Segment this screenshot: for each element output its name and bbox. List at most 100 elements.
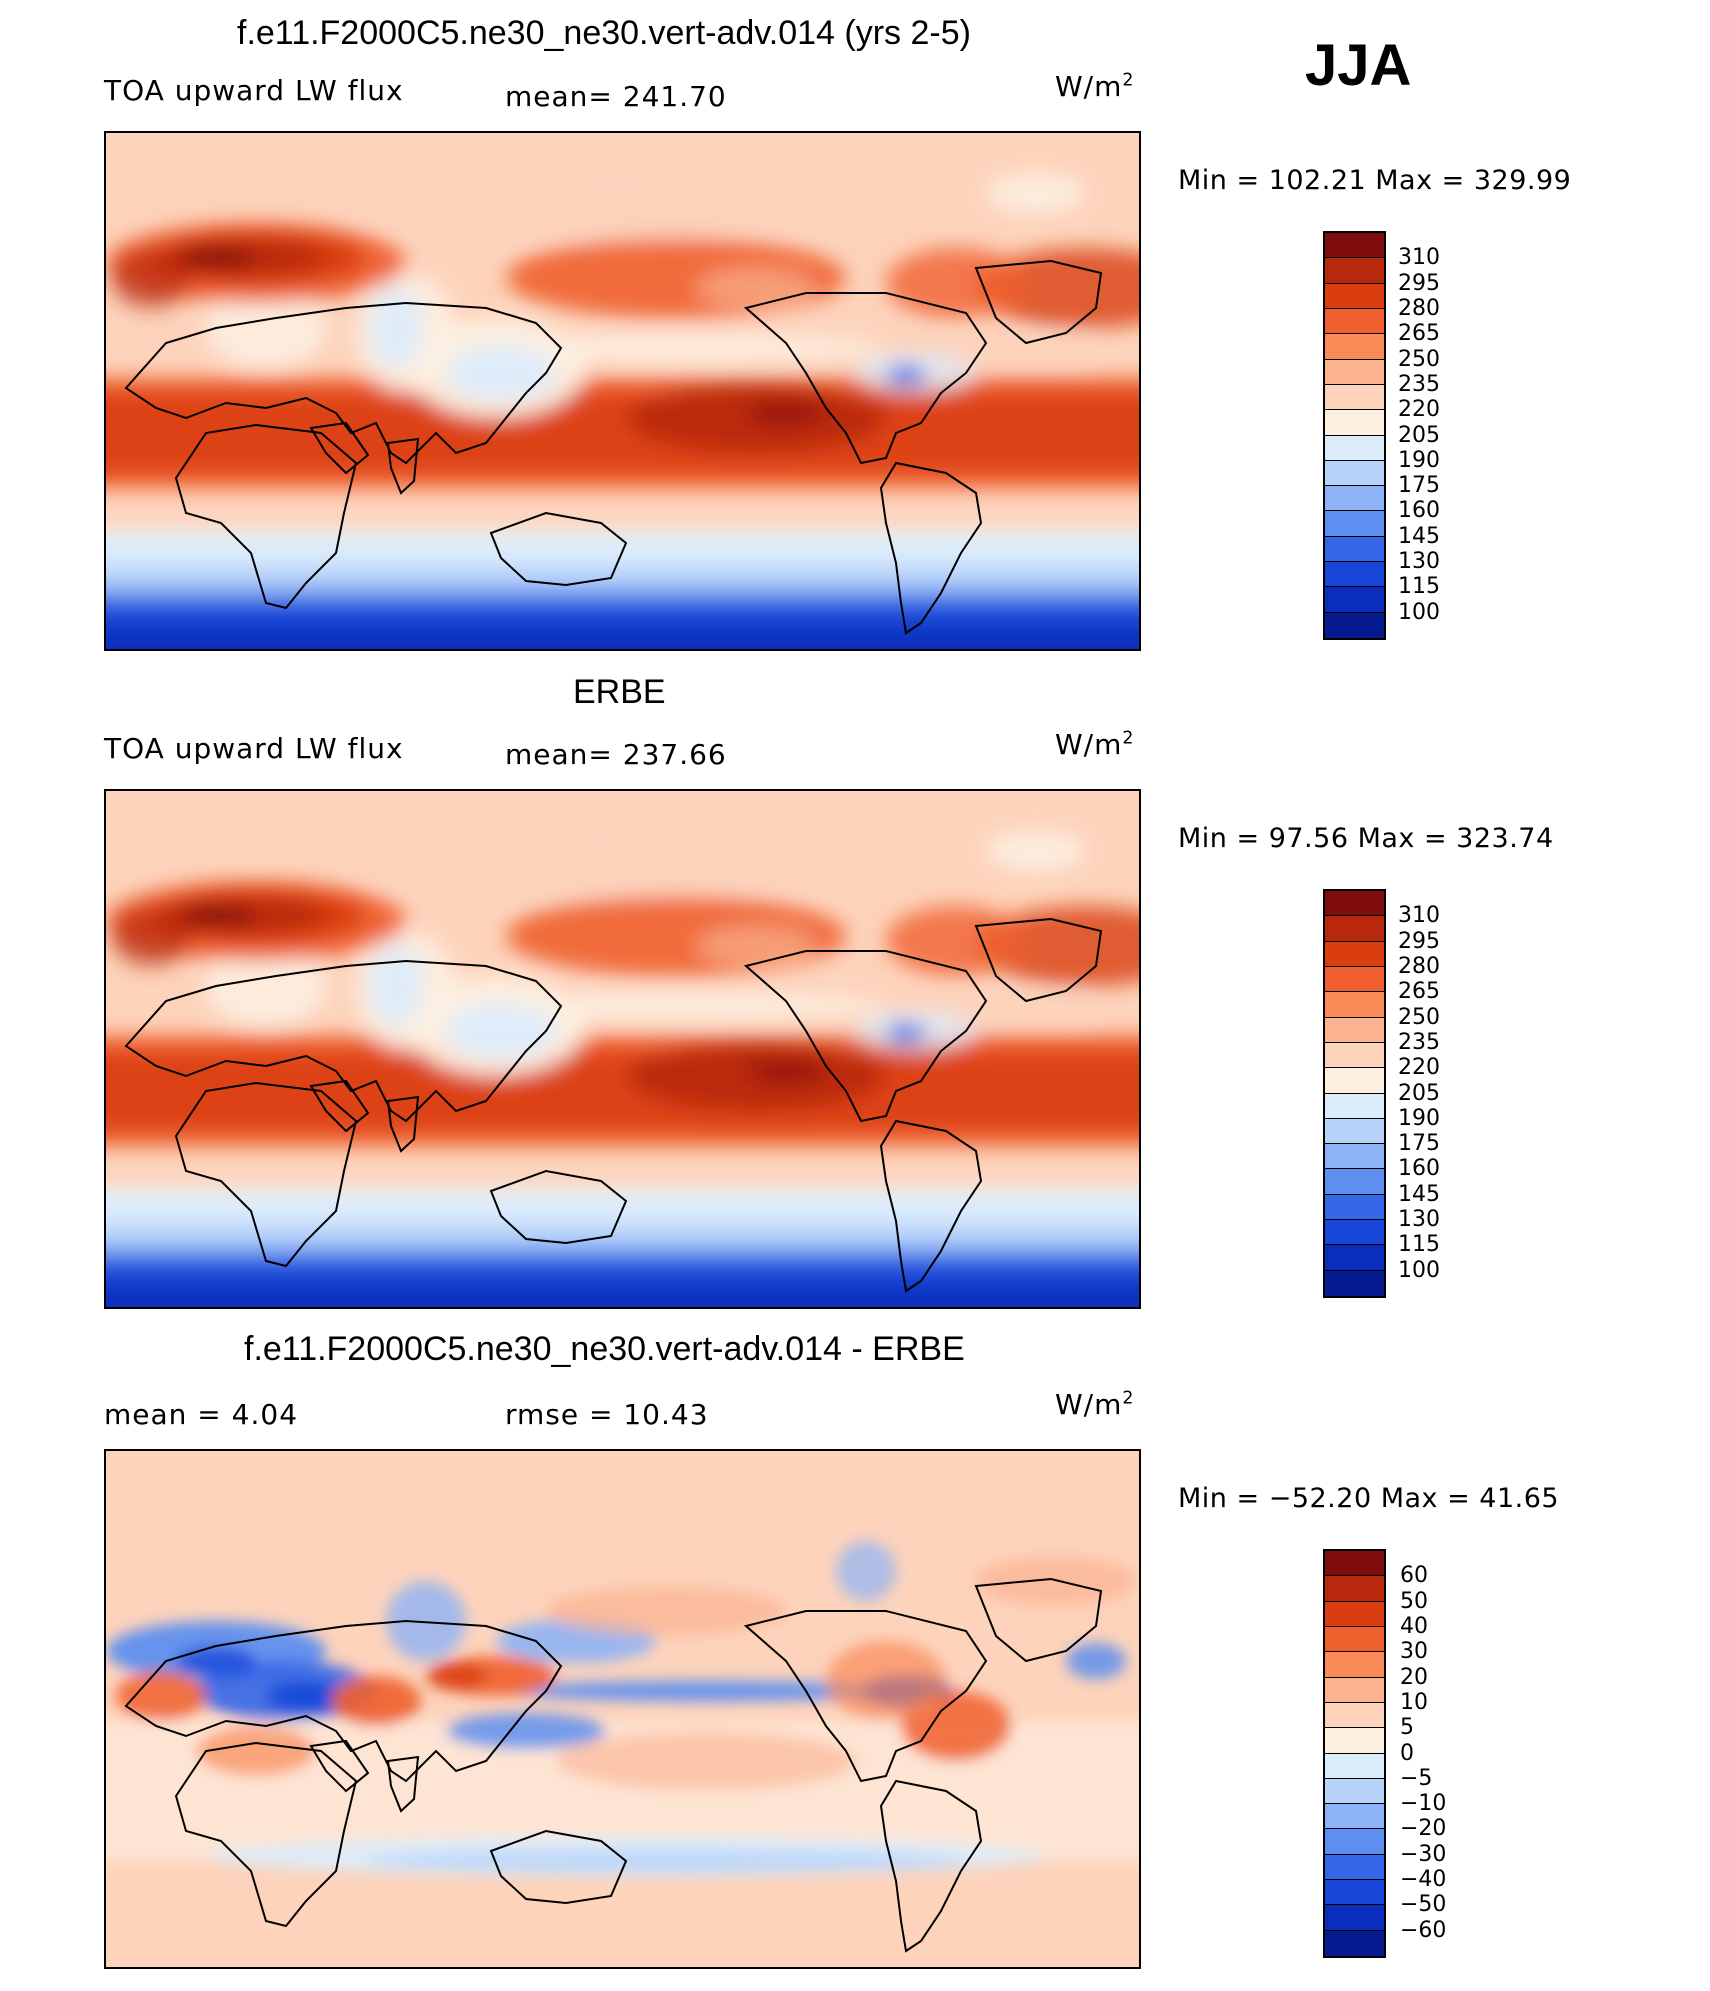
colorbar-swatch — [1325, 1220, 1384, 1246]
colorbar-swatch — [1325, 1068, 1384, 1094]
panel2-mean-label: mean= 237.66 — [505, 738, 727, 771]
colorbar-swatch — [1325, 410, 1384, 436]
colorbar-swatch — [1325, 1194, 1384, 1221]
colorbar-swatch — [1325, 511, 1384, 537]
colorbar-swatch — [1325, 1270, 1384, 1296]
panel2-unit-label: W/m2 — [1055, 728, 1135, 761]
colorbar-tick-label: 160 — [1398, 1156, 1440, 1182]
colorbar-tick-label: 50 — [1400, 1588, 1428, 1614]
panel1-title: f.e11.F2000C5.ne30_ne30.vert-adv.014 (yr… — [237, 14, 971, 52]
colorbar-swatch — [1325, 1245, 1384, 1271]
colorbar-swatch — [1325, 1093, 1384, 1119]
panel3-mean-label: mean = 4.04 — [104, 1398, 299, 1431]
colorbar-swatch — [1325, 435, 1384, 461]
colorbar-tick-label: 250 — [1398, 1004, 1440, 1030]
panel3-unit-label: W/m2 — [1055, 1388, 1135, 1421]
colorbar-tick-label: 235 — [1398, 1029, 1440, 1055]
colorbar-tick-label: 30 — [1400, 1639, 1428, 1665]
colorbar-swatch — [1325, 1042, 1384, 1069]
colorbar-swatch — [1325, 1702, 1384, 1729]
panel1-variable-label: TOA upward LW flux — [104, 74, 404, 107]
colorbar-swatch — [1325, 1905, 1384, 1931]
colorbar-swatch — [1325, 1169, 1384, 1195]
colorbar-swatch — [1325, 966, 1384, 993]
colorbar-tick-label: −30 — [1400, 1841, 1447, 1867]
colorbar-swatch — [1325, 992, 1384, 1018]
colorbar-tick-label: 175 — [1398, 1131, 1440, 1157]
colorbar-tick-label: −50 — [1400, 1892, 1447, 1918]
colorbar-swatch — [1325, 486, 1384, 512]
colorbar-tick-label: 130 — [1398, 1207, 1440, 1233]
colorbar-tick-label: 100 — [1398, 599, 1440, 625]
colorbar-tick-label: 280 — [1398, 953, 1440, 979]
colorbar-swatch — [1325, 891, 1384, 917]
colorbar-swatch — [1325, 916, 1384, 942]
colorbar-tick-label: −20 — [1400, 1816, 1447, 1842]
panel1-map — [104, 131, 1141, 651]
colorbar-swatch — [1325, 1144, 1384, 1170]
colorbar-tick-label: 190 — [1398, 447, 1440, 473]
colorbar-tick-label: 310 — [1398, 903, 1440, 929]
panel2-variable-label: TOA upward LW flux — [104, 732, 404, 765]
colorbar-tick-label: 5 — [1400, 1715, 1414, 1741]
colorbar-tick-label: 40 — [1400, 1613, 1428, 1639]
colorbar-tick-label: 250 — [1398, 346, 1440, 372]
colorbar-swatch — [1325, 612, 1384, 638]
colorbar-tick-label: −10 — [1400, 1791, 1447, 1817]
colorbar-tick-label: 235 — [1398, 371, 1440, 397]
colorbar-swatch — [1325, 562, 1384, 588]
colorbar-tick-label: 145 — [1398, 523, 1440, 549]
panel2-colorbar — [1323, 889, 1386, 1298]
colorbar-tick-label: 280 — [1398, 295, 1440, 321]
colorbar-swatch — [1325, 536, 1384, 563]
colorbar-swatch — [1325, 1930, 1384, 1956]
colorbar-swatch — [1325, 1854, 1384, 1881]
colorbar-tick-label: 295 — [1398, 270, 1440, 296]
colorbar-swatch — [1325, 1017, 1384, 1043]
panel1-unit-label: W/m2 — [1055, 70, 1135, 103]
colorbar-swatch — [1325, 308, 1384, 335]
colorbar-swatch — [1325, 233, 1384, 259]
colorbar-swatch — [1325, 334, 1384, 360]
colorbar-swatch — [1325, 1728, 1384, 1754]
colorbar-swatch — [1325, 1778, 1384, 1805]
colorbar-swatch — [1325, 1880, 1384, 1906]
panel3-minmax: Min = −52.20 Max = 41.65 — [1178, 1483, 1560, 1514]
colorbar-tick-label: 0 — [1400, 1740, 1414, 1766]
colorbar-tick-label: 205 — [1398, 422, 1440, 448]
colorbar-swatch — [1325, 587, 1384, 613]
season-label: JJA — [1305, 33, 1412, 98]
colorbar-tick-label: 265 — [1398, 321, 1440, 347]
panel1-colorbar — [1323, 231, 1386, 640]
colorbar-tick-label: 220 — [1398, 1055, 1440, 1081]
panel3-colorbar — [1323, 1549, 1386, 1958]
panel2-map — [104, 789, 1141, 1309]
colorbar-swatch — [1325, 258, 1384, 284]
colorbar-tick-label: −5 — [1400, 1765, 1433, 1791]
colorbar-tick-label: 60 — [1400, 1563, 1428, 1589]
colorbar-tick-label: 20 — [1400, 1664, 1428, 1690]
colorbar-swatch — [1325, 1652, 1384, 1678]
colorbar-swatch — [1325, 359, 1384, 385]
colorbar-tick-label: 130 — [1398, 549, 1440, 575]
colorbar-swatch — [1325, 384, 1384, 411]
colorbar-swatch — [1325, 1551, 1384, 1577]
colorbar-tick-label: 265 — [1398, 979, 1440, 1005]
colorbar-tick-label: 310 — [1398, 245, 1440, 271]
colorbar-swatch — [1325, 1804, 1384, 1830]
colorbar-tick-label: 190 — [1398, 1105, 1440, 1131]
colorbar-swatch — [1325, 1118, 1384, 1145]
colorbar-swatch — [1325, 460, 1384, 487]
panel3-map — [104, 1449, 1141, 1969]
colorbar-swatch — [1325, 1601, 1384, 1627]
colorbar-swatch — [1325, 941, 1384, 967]
colorbar-tick-label: −60 — [1400, 1917, 1447, 1943]
colorbar-tick-label: 115 — [1398, 1232, 1440, 1258]
colorbar-tick-label: 160 — [1398, 498, 1440, 524]
colorbar-tick-label: 145 — [1398, 1181, 1440, 1207]
colorbar-tick-label: 205 — [1398, 1080, 1440, 1106]
panel3-title: f.e11.F2000C5.ne30_ne30.vert-adv.014 - E… — [244, 1330, 965, 1368]
colorbar-tick-label: −40 — [1400, 1867, 1447, 1893]
colorbar-tick-label: 10 — [1400, 1689, 1428, 1715]
panel2-title: ERBE — [573, 673, 666, 711]
